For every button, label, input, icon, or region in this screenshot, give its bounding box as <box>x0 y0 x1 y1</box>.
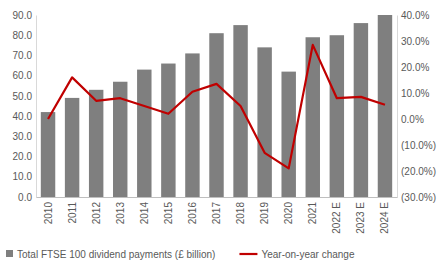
y-axis: 0.0 10.0 20.0 30.0 40.0 50.0 60.0 70.0 80.0 90.0 <box>13 10 37 203</box>
tick-label: 40.0 <box>13 111 33 122</box>
tick: 2017 <box>211 197 222 224</box>
tick: (10.0%) <box>397 140 436 151</box>
x-axis: 2010 2011 2012 2013 2014 2015 2016 2017 2018 2019… <box>37 197 398 234</box>
tick-label: 2022 E <box>331 202 342 234</box>
line <box>48 45 385 168</box>
tick: 2018 <box>235 197 246 224</box>
legend-swatch <box>239 253 257 255</box>
plot: 0.0 10.0 20.0 30.0 40.0 50.0 60.0 70.0 80.0 90.0 (… <box>13 10 436 234</box>
legend-label: Total FTSE 100 dividend payments (£ bill… <box>17 249 215 260</box>
legend-item: Total FTSE 100 dividend payments (£ bill… <box>6 249 215 260</box>
tick: 2023 E <box>355 197 366 234</box>
tick-label: (30.0%) <box>401 192 436 203</box>
marks <box>41 15 392 197</box>
tick-label: 80.0 <box>13 30 33 41</box>
tick-label: 2019 <box>259 202 270 225</box>
tick: 40.0 <box>13 111 36 122</box>
tick-label: (20.0%) <box>401 166 436 177</box>
bar <box>354 23 368 197</box>
tick-label: 2010 <box>43 202 54 225</box>
tick: 50.0 <box>13 91 36 102</box>
tick: 80.0 <box>13 30 36 41</box>
tick: 30.0% <box>397 36 429 47</box>
tick-label: 2013 <box>115 202 126 225</box>
y2-axis: (30.0%) (20.0%) (10.0%) 0.0% 10.0% 20.0% 30.0%… <box>397 10 436 203</box>
tick-label: 0.0 <box>18 192 32 203</box>
axis-line <box>397 16 398 198</box>
tick-label: 2015 <box>163 202 174 225</box>
tick: 2014 <box>139 197 150 224</box>
tick: 20.0 <box>13 151 36 162</box>
bar-series <box>41 15 392 197</box>
tick-label: 20.0% <box>401 62 429 73</box>
tick-label: 2016 <box>187 202 198 225</box>
bar <box>330 35 344 197</box>
tick-label: 2014 <box>139 202 150 225</box>
tick: 10.0 <box>13 171 36 182</box>
axis-line <box>37 197 398 198</box>
legend-swatch <box>6 250 13 257</box>
tick: 2022 E <box>331 197 342 234</box>
tick: 2015 <box>163 197 174 224</box>
tick-label: 2024 E <box>379 202 390 234</box>
tick: 0.0% <box>397 114 424 125</box>
legend: Total FTSE 100 dividend payments (£ bill… <box>6 249 355 260</box>
axis-line <box>36 16 37 198</box>
tick-label: 2023 E <box>355 202 366 234</box>
bar <box>89 90 103 197</box>
tick-label: 90.0 <box>13 10 33 21</box>
legend-label: Year-on-year change <box>261 249 354 260</box>
bar <box>281 72 295 197</box>
bar <box>306 37 320 197</box>
tick: 2012 <box>91 197 102 224</box>
tick: 30.0 <box>13 131 36 142</box>
bar <box>209 33 223 197</box>
tick-label: 60.0 <box>13 70 33 81</box>
tick-label: 30.0 <box>13 131 33 142</box>
tick: 20.0% <box>397 62 429 73</box>
tick: 70.0 <box>13 50 36 61</box>
tick-label: 2018 <box>235 202 246 225</box>
bar <box>161 64 175 197</box>
tick-label: 30.0% <box>401 36 429 47</box>
tick: 2011 <box>67 197 78 224</box>
tick: 0.0 <box>18 192 36 203</box>
bar <box>137 70 151 197</box>
tick-label: 10.0 <box>13 171 33 182</box>
tick: 2013 <box>115 197 126 224</box>
tick: 40.0% <box>397 10 429 21</box>
tick-label: 70.0 <box>13 50 33 61</box>
tick-label: 2011 <box>67 202 78 224</box>
tick-label: 2021 <box>307 202 318 225</box>
tick-label: 50.0 <box>13 91 33 102</box>
chart: 0.0 10.0 20.0 30.0 40.0 50.0 60.0 70.0 80.0 90.0 (… <box>0 0 445 272</box>
bar <box>65 98 79 197</box>
tick-label: 0.0% <box>401 114 424 125</box>
tick-label: 2012 <box>91 202 102 225</box>
tick-label: 2017 <box>211 202 222 225</box>
tick: 2016 <box>187 197 198 224</box>
legend-item: Year-on-year change <box>239 249 354 260</box>
tick: 10.0% <box>397 88 429 99</box>
tick-label: 20.0 <box>13 151 33 162</box>
tick-label: 40.0% <box>401 10 429 21</box>
tick-label: 2020 <box>283 202 294 225</box>
bar <box>41 112 55 197</box>
tick: 2020 <box>283 197 294 224</box>
tick: (30.0%) <box>397 192 436 203</box>
tick: 2021 <box>307 197 318 224</box>
tick: 2019 <box>259 197 270 224</box>
tick-label: (10.0%) <box>401 140 436 151</box>
bar <box>257 47 271 197</box>
tick: 60.0 <box>13 70 36 81</box>
tick: 2024 E <box>379 197 390 234</box>
bar <box>233 25 247 197</box>
bar <box>185 53 199 197</box>
tick: (20.0%) <box>397 166 436 177</box>
tick-label: 10.0% <box>401 88 429 99</box>
tick: 90.0 <box>13 10 36 21</box>
bar <box>378 15 392 197</box>
tick: 2010 <box>43 197 54 224</box>
